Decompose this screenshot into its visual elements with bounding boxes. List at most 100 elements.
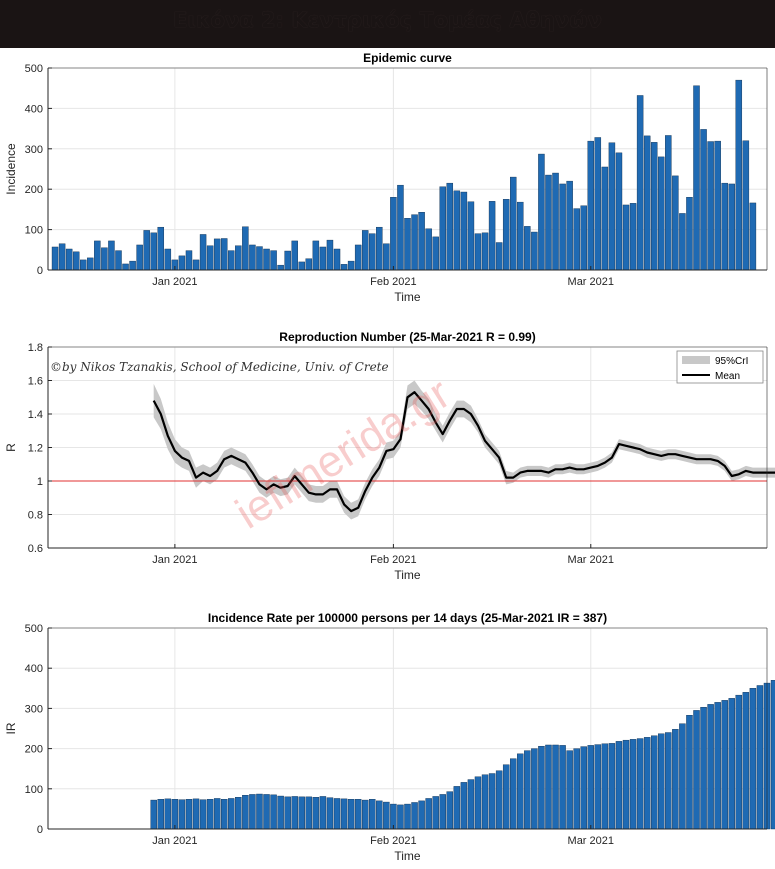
bar (277, 264, 284, 271)
bar (150, 799, 157, 830)
legend-label: Mean (715, 371, 740, 382)
bar (615, 741, 623, 830)
y-tick-label: 500 (25, 623, 43, 635)
bar (305, 258, 313, 271)
bar (446, 182, 454, 271)
bar (129, 260, 136, 271)
bar (263, 248, 270, 271)
bar (756, 685, 764, 830)
bar (665, 732, 672, 830)
bar (263, 794, 270, 830)
bar (80, 259, 87, 271)
bar (319, 246, 327, 271)
bar (545, 744, 552, 830)
bar (199, 799, 207, 830)
bar (517, 753, 524, 830)
bar (658, 733, 665, 830)
bar (481, 774, 489, 830)
bar (749, 688, 757, 830)
bar (446, 791, 454, 830)
bar (643, 737, 651, 830)
y-tick-label: 400 (25, 103, 43, 115)
bar (502, 764, 510, 830)
bar (580, 746, 587, 830)
bar (629, 739, 637, 830)
banner-title: Εικόνα 2: Κεντρικός Τομέας Αθηνών (173, 8, 602, 32)
bar (291, 796, 298, 830)
y-axis-label: R (4, 443, 18, 452)
bar (164, 248, 172, 271)
bar (488, 201, 496, 271)
bar (101, 247, 108, 271)
y-tick-label: 500 (25, 63, 43, 75)
bar (495, 770, 503, 830)
bar (425, 228, 432, 271)
x-tick-label: Mar 2021 (568, 835, 614, 847)
bar (742, 692, 750, 830)
x-tick-label: Feb 2021 (370, 554, 416, 566)
bar (206, 245, 214, 271)
bar (608, 743, 616, 830)
bar (538, 745, 545, 830)
bar (714, 140, 721, 271)
bar (319, 796, 327, 830)
y-tick-label: 1.2 (28, 443, 43, 455)
bar (383, 243, 390, 271)
bar (361, 230, 369, 271)
bar (242, 226, 249, 271)
bar (432, 236, 439, 271)
bar (312, 797, 320, 830)
bar (256, 246, 263, 271)
bar (650, 735, 658, 830)
y-axis-label: Incidence (4, 143, 18, 195)
bar (735, 694, 743, 830)
bar (622, 204, 630, 271)
bar (573, 208, 580, 271)
bar (354, 244, 362, 271)
bar (58, 243, 66, 271)
credible-interval-band (153, 380, 775, 520)
bar (495, 242, 503, 271)
bar (270, 250, 277, 271)
bar (256, 793, 263, 830)
bar (340, 798, 348, 830)
bar (199, 234, 207, 271)
bar (721, 700, 728, 830)
bar (439, 186, 446, 271)
bar (72, 251, 80, 271)
bar (538, 153, 545, 271)
bar (277, 795, 284, 830)
bar (531, 231, 538, 271)
bar (270, 794, 277, 830)
bar (524, 226, 531, 271)
bar (178, 799, 186, 830)
bar (552, 172, 559, 271)
bar (672, 175, 679, 271)
bar (686, 197, 693, 271)
bar (361, 799, 369, 830)
banner: Εικόνα 2: Κεντρικός Τομέας Αθηνών (0, 0, 775, 48)
bar (284, 796, 291, 830)
bar (404, 218, 411, 271)
bar (298, 796, 305, 830)
reproduction-number-chart: 95%CrI Mean ©by Nikos Tzanakis, School of … (4, 330, 775, 582)
bar (390, 197, 397, 271)
bar (383, 801, 390, 830)
bar (531, 748, 538, 830)
chart-title: Epidemic curve (363, 51, 452, 65)
bar (235, 245, 242, 271)
mean-line (152, 391, 775, 513)
bar (411, 802, 418, 830)
bar (566, 180, 573, 271)
bar (517, 201, 524, 271)
bar (700, 129, 707, 271)
x-axis-label: Time (394, 290, 421, 304)
bar (608, 142, 616, 271)
bar (249, 244, 256, 271)
bar (94, 240, 101, 271)
bar (629, 203, 637, 271)
bar (418, 800, 425, 830)
bar (686, 715, 693, 830)
bar (192, 259, 200, 271)
